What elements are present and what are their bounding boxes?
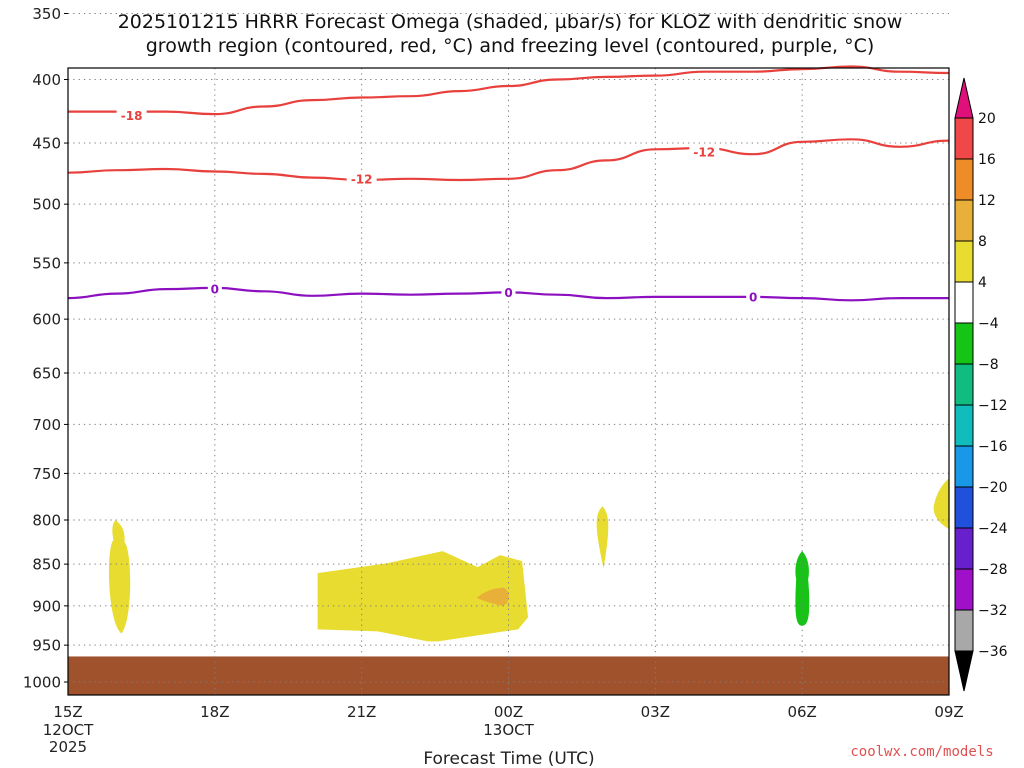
chart-title-line-2: growth region (contoured, red, °C) and f…	[146, 35, 875, 57]
colorbar-band-5	[954, 281, 974, 324]
y-tick-label-450: 450	[32, 135, 61, 153]
grid-lines	[68, 13, 949, 695]
colorbar-label-3: 12	[978, 193, 996, 209]
colorbar-band-12	[954, 568, 974, 611]
colorbar-bottom-triangle	[954, 650, 974, 692]
y-tick-label-550: 550	[32, 254, 61, 272]
x-tick-label-06Z: 06Z	[787, 703, 816, 721]
contour-line--18	[68, 65, 950, 116]
y-tick-label-400: 400	[32, 71, 61, 89]
plot-frame	[67, 67, 950, 696]
x-tick-label-00Z: 00Z	[494, 703, 523, 721]
colorbar-label-1: 20	[978, 111, 996, 127]
colorbar-label-12: −28	[978, 562, 1008, 578]
y-tick-label-850: 850	[32, 556, 61, 574]
y-tick-label-750: 750	[32, 465, 61, 483]
y-tick-label-700: 700	[32, 416, 61, 434]
contour-labels: -18 -12 -12 0 0 0	[116, 108, 761, 304]
y-tick-label-650: 650	[32, 365, 61, 383]
x-axis-title: Forecast Time (UTC)	[423, 749, 594, 768]
contour-label-bg--18-1	[116, 108, 147, 123]
colorbar-label-4: 8	[978, 234, 987, 250]
contour-label-0-3: 0	[749, 290, 757, 304]
colorbar-label-13: −32	[978, 603, 1008, 619]
contour-label--12-2: -12	[693, 145, 715, 159]
omega-shaded-region-3	[476, 587, 509, 606]
y-tick-label-1000: 1000	[23, 674, 61, 692]
colorbar-label-11: −24	[978, 521, 1008, 537]
x-tick-label-03Z: 03Z	[641, 703, 670, 721]
colorbar-label-2: 16	[978, 152, 996, 168]
contour-label-bg--12-1	[346, 171, 377, 186]
omega-shaded-region-4	[596, 506, 609, 569]
colorbar-band-8	[954, 404, 974, 447]
contour-label--18-1: -18	[121, 109, 143, 123]
x-tick-label-09Z: 09Z	[934, 703, 963, 721]
x-tick-sublabel-15Z-1: 12OCT	[43, 721, 94, 739]
colorbar-band-10	[954, 486, 974, 529]
x-tick-label-18Z: 18Z	[200, 703, 229, 721]
contour-label-0-2: 0	[504, 286, 512, 300]
colorbar-band-9	[954, 445, 974, 488]
contour-label-bg--12-2	[689, 144, 720, 159]
colorbar-label-9: −16	[978, 439, 1008, 455]
contour-line--12	[67, 138, 950, 182]
chart-title-line-1: 2025101215 HRRR Forecast Omega (shaded, …	[118, 11, 903, 33]
x-tick-sublabel-00Z-1: 13OCT	[483, 721, 534, 739]
colorbar-label-5: 4	[978, 275, 987, 291]
colorbar-label-7: −8	[978, 357, 999, 373]
omega-shaded-region-6	[933, 478, 949, 530]
y-tick-label-900: 900	[32, 597, 61, 615]
omega-shaded-region-1	[108, 519, 131, 634]
credit-text: coolwx.com/models	[850, 744, 993, 760]
contour-label-bg-0-3	[746, 289, 761, 304]
x-tick-label-21Z: 21Z	[347, 703, 376, 721]
colorbar-band-6	[954, 322, 974, 365]
colorbar-band-4	[954, 240, 974, 283]
y-tick-label-350: 350	[32, 5, 61, 23]
colorbar-label-8: −12	[978, 398, 1008, 414]
y-axis-tick-labels: 2503003504004505005506006507007508008509…	[23, 5, 68, 692]
omega-shaded-region-2	[317, 551, 529, 642]
y-tick-label-950: 950	[32, 637, 61, 655]
colorbar-label-14: −36	[978, 644, 1008, 660]
y-tick-label-600: 600	[32, 311, 61, 329]
colorbar-band-7	[954, 363, 974, 406]
colorbar-band-3	[954, 199, 974, 242]
colorbar-band-13	[954, 609, 974, 652]
contour-label-bg-0-1	[207, 282, 222, 297]
contour-label-0-1: 0	[211, 283, 219, 297]
colorbar-band-1	[954, 117, 974, 160]
contour-label--12-1: -12	[351, 172, 373, 186]
colorbar-label-10: −20	[978, 480, 1008, 496]
colorbar-band-2	[954, 158, 974, 201]
contour-label-bg-0-2	[501, 285, 516, 300]
colorbar-label-6: −4	[978, 316, 999, 332]
y-tick-label-500: 500	[32, 196, 61, 214]
colorbar-band-11	[954, 527, 974, 570]
x-tick-sublabel-15Z-2: 2025	[49, 738, 87, 756]
y-tick-label-800: 800	[32, 511, 61, 529]
x-tick-label-15Z: 15Z	[53, 703, 82, 721]
colorbar: 20 16 12 8 4 −4 −8 −12 −16 −20 −24 −28 −32 −36	[954, 77, 1008, 692]
